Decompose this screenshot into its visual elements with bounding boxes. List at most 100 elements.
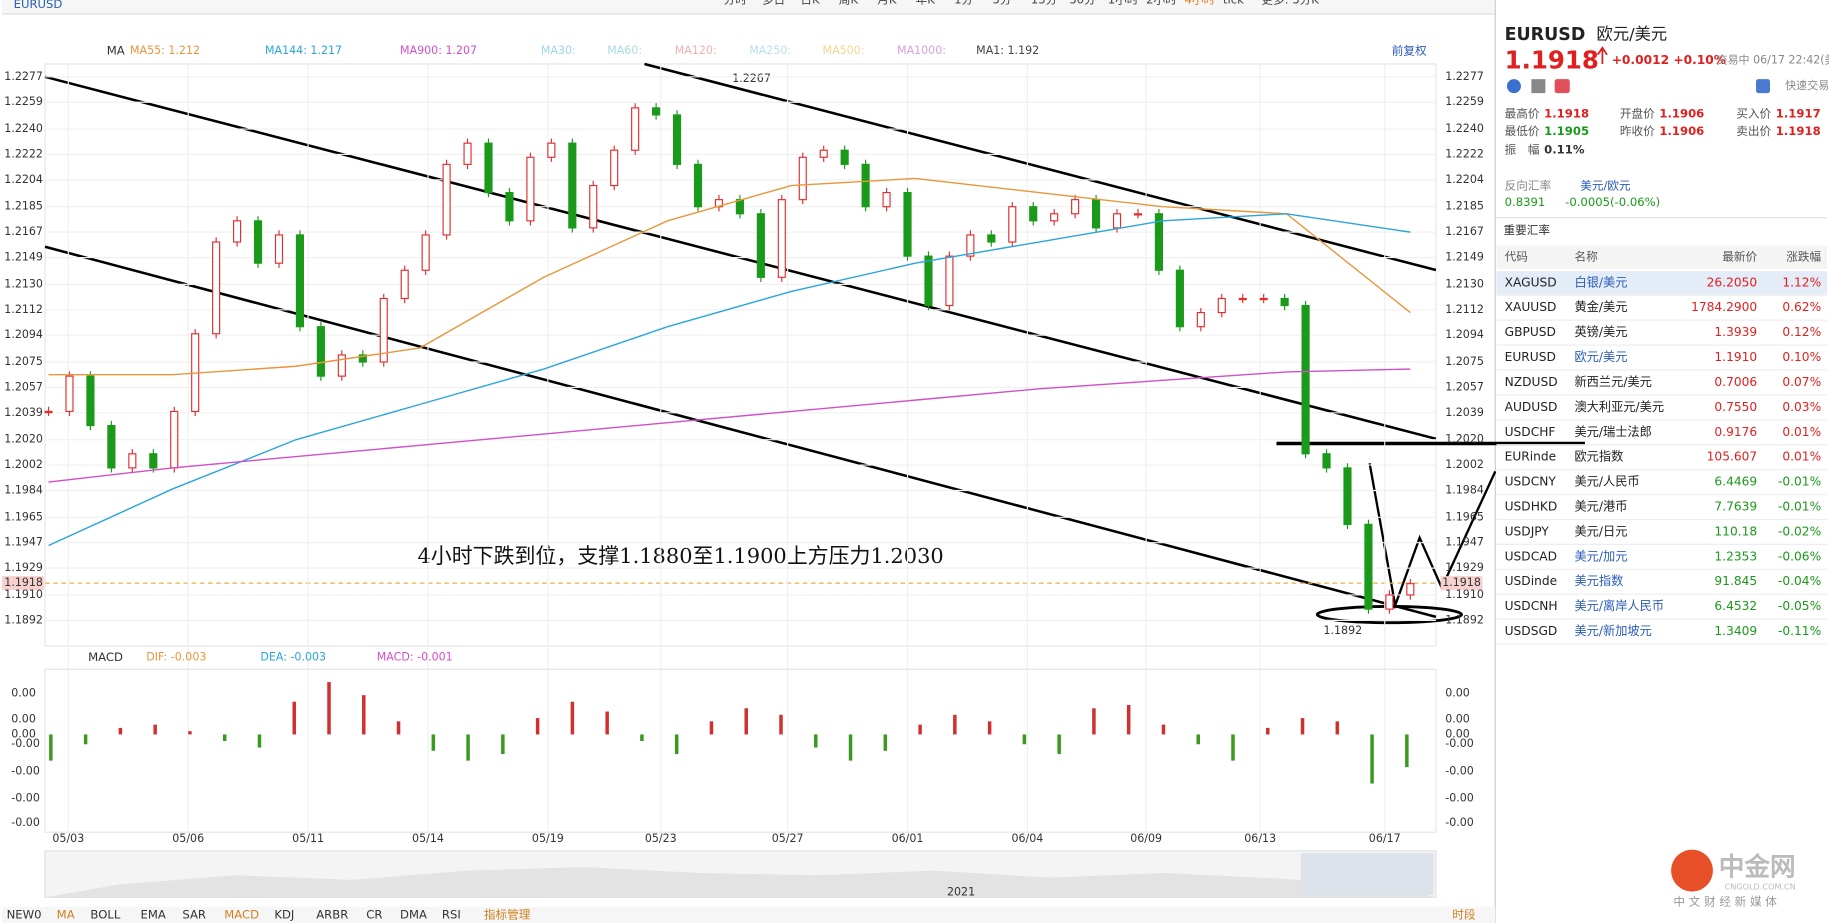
reverse-pair[interactable]: 美元/欧元 [1580, 179, 1631, 193]
table-cell[interactable]: 澳大利亚元/美元 [1574, 400, 1664, 414]
table-cell[interactable]: 美元指数 [1574, 573, 1623, 588]
candle [526, 156, 535, 222]
indicator-tab[interactable]: EMA [140, 907, 165, 921]
table-cell[interactable]: 美元/瑞士法郎 [1574, 425, 1651, 439]
table-header: 名称 [1574, 250, 1598, 264]
indicator-tab[interactable]: KDJ [274, 907, 294, 921]
price-tick-label: 1.1947 [4, 536, 43, 549]
macd-bar [1196, 734, 1200, 745]
table-cell[interactable]: 美元/日元 [1574, 524, 1627, 538]
indicator-tab[interactable]: SAR [182, 907, 206, 921]
indicator-tab[interactable]: DMA [400, 907, 427, 921]
price-tick-label: 1.2130 [4, 277, 43, 290]
table-cell: 110.18 [1714, 524, 1757, 538]
price-tick-label: 1.2039 [1445, 406, 1484, 419]
table-header: 最新价 [1722, 250, 1757, 264]
indicator-tab[interactable]: 指标管理 [484, 907, 531, 921]
table-cell[interactable]: 美元/离岸人民币 [1574, 598, 1664, 613]
table-cell[interactable]: 美元/加元 [1574, 549, 1627, 563]
interval-button[interactable]: 4小时 [1185, 0, 1216, 7]
table-cell[interactable]: 欧元/美元 [1574, 350, 1627, 364]
indicator-tab[interactable]: ARBR [316, 907, 348, 921]
indicator-tab[interactable]: CR [366, 907, 382, 921]
table-cell[interactable]: 英镑/美元 [1574, 324, 1627, 339]
indicator-tab[interactable]: MACD [224, 907, 259, 921]
interval-button[interactable]: 5分 [992, 0, 1011, 7]
annotation: 4小时下跌到位，支撑1.1880至1.1900上方压力1.2030 [418, 544, 944, 568]
logo-slogan: 中 文 财 经 新 媒 体 [1673, 895, 1777, 909]
interval-button[interactable]: 多日 [762, 0, 785, 7]
table-cell: -0.11% [1778, 624, 1821, 638]
macd-bar [257, 734, 262, 748]
icon[interactable] [1756, 79, 1770, 94]
table-cell[interactable]: EURUSD [1505, 350, 1556, 364]
high-label: 1.2267 [732, 72, 771, 85]
table-cell: 0.62% [1782, 300, 1821, 314]
table-cell[interactable]: GBPUSD [1505, 325, 1556, 339]
date-tick-label: 06/04 [1011, 832, 1043, 845]
interval-button[interactable]: 15分 [1031, 0, 1058, 7]
table-cell[interactable]: USDCAD [1505, 549, 1557, 563]
table-cell[interactable]: USDSGD [1505, 624, 1558, 638]
table-cell[interactable]: 新西兰元/美元 [1574, 374, 1651, 389]
table-cell[interactable]: 黄金/美元 [1574, 299, 1627, 314]
interval-button[interactable]: 更多: 3分K [1261, 0, 1319, 7]
interval-button[interactable]: tick [1223, 0, 1244, 7]
icon[interactable] [1531, 79, 1546, 94]
interval-button[interactable]: 日K [800, 0, 820, 7]
interval-button[interactable]: 2小时 [1146, 0, 1177, 7]
indicator-tab[interactable]: NEW0 [7, 907, 42, 921]
stat-value: 0.11% [1544, 143, 1585, 157]
macd-bar [1161, 724, 1166, 735]
period-button[interactable]: 时段 [1452, 907, 1476, 921]
navigator-window[interactable] [1300, 853, 1434, 896]
table-cell: 1.2353 [1714, 549, 1757, 563]
table-cell[interactable]: USDHKD [1505, 500, 1558, 514]
interval-button[interactable]: 月K [877, 0, 897, 7]
table-cell[interactable]: USDinde [1505, 574, 1558, 588]
indicator-tab[interactable]: RSI [442, 907, 461, 921]
indicator-tab[interactable]: BOLL [90, 907, 120, 921]
quote-price: 1.1918 [1505, 46, 1599, 75]
table-cell[interactable]: AUDUSD [1505, 400, 1558, 414]
table-cell[interactable]: USDCNY [1505, 475, 1557, 489]
indicator-value: MA250: [749, 44, 791, 57]
table-cell[interactable]: NZDUSD [1505, 375, 1558, 389]
table-cell[interactable]: 美元/新加坡元 [1574, 623, 1651, 638]
interval-button[interactable]: 年K [916, 0, 936, 7]
icon[interactable] [1554, 79, 1570, 94]
table-cell[interactable]: USDCHF [1505, 425, 1556, 439]
interval-button[interactable]: 30分 [1069, 0, 1096, 7]
table-cell[interactable]: USDCNH [1505, 599, 1558, 613]
table-cell[interactable]: USDJPY [1505, 524, 1550, 538]
adjust-button[interactable]: 前复权 [1392, 44, 1427, 58]
table-cell[interactable]: 白银/美元 [1574, 274, 1627, 289]
table-cell[interactable]: 美元/港币 [1574, 500, 1627, 514]
macd-bar [953, 714, 957, 735]
table-cell[interactable]: XAGUSD [1505, 275, 1557, 289]
indicator-tab[interactable]: MA [57, 907, 75, 921]
table-cell[interactable]: XAUUSD [1505, 300, 1557, 314]
reverse-change: -0.0005(-0.06%) [1565, 195, 1660, 209]
interval-button[interactable]: 1分 [954, 0, 973, 7]
main-pane [44, 63, 1437, 647]
interval-button[interactable]: 周K [839, 0, 859, 7]
candle [170, 410, 179, 469]
macd-pane [44, 668, 1437, 833]
trendline [644, 62, 1437, 272]
candle [1385, 594, 1394, 610]
table-cell[interactable]: 欧元指数 [1574, 449, 1623, 464]
table-cell[interactable]: 美元/人民币 [1574, 475, 1639, 489]
candle [756, 213, 765, 278]
quick-trade[interactable]: 快速交易 [1785, 78, 1829, 92]
toolbar-bg [1, 0, 1496, 14]
icon[interactable] [1506, 79, 1521, 94]
interval-button[interactable]: 分时 [724, 0, 748, 7]
interval-button[interactable]: 1小时 [1108, 0, 1139, 7]
table-cell[interactable]: EURinde [1505, 450, 1557, 464]
table-cell: 6.4532 [1714, 599, 1757, 613]
indicator-value: MA60: [607, 44, 642, 57]
stat-label: 昨收价 [1620, 124, 1655, 138]
candle [421, 234, 430, 271]
